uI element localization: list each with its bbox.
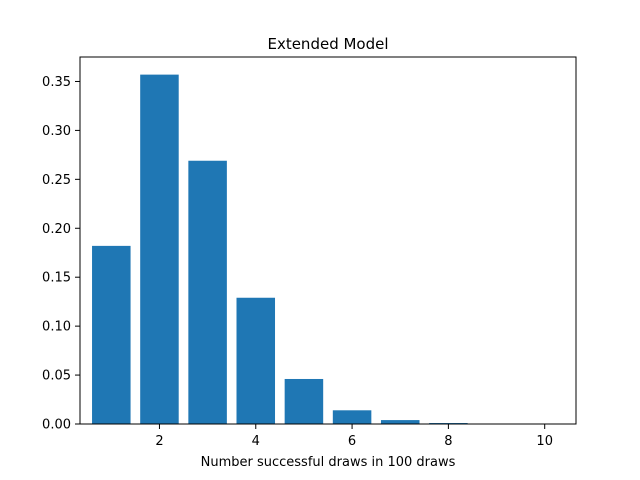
x-tick-label: 10 xyxy=(536,434,553,449)
y-tick-label: 0.00 xyxy=(42,418,71,433)
x-tick-label: 2 xyxy=(155,434,163,449)
bar-6 xyxy=(333,410,372,424)
y-tick-label: 0.05 xyxy=(42,369,71,384)
y-tick-label: 0.15 xyxy=(42,271,71,286)
x-tick-label: 6 xyxy=(348,434,356,449)
y-tick-label: 0.25 xyxy=(42,173,71,188)
bar-1 xyxy=(92,246,131,424)
y-tick-label: 0.10 xyxy=(42,320,71,335)
x-tick-label: 8 xyxy=(444,434,452,449)
chart-title: Extended Model xyxy=(267,35,388,53)
bar-2 xyxy=(140,75,179,424)
y-tick-label: 0.30 xyxy=(42,124,71,139)
bar-5 xyxy=(285,379,324,424)
bar-3 xyxy=(188,161,227,424)
x-axis-label: Number successful draws in 100 draws xyxy=(201,455,456,470)
bar-7 xyxy=(381,420,420,424)
x-tick-label: 4 xyxy=(252,434,260,449)
bar-4 xyxy=(237,298,276,424)
y-tick-label: 0.35 xyxy=(42,75,71,90)
y-tick-label: 0.20 xyxy=(42,222,71,237)
